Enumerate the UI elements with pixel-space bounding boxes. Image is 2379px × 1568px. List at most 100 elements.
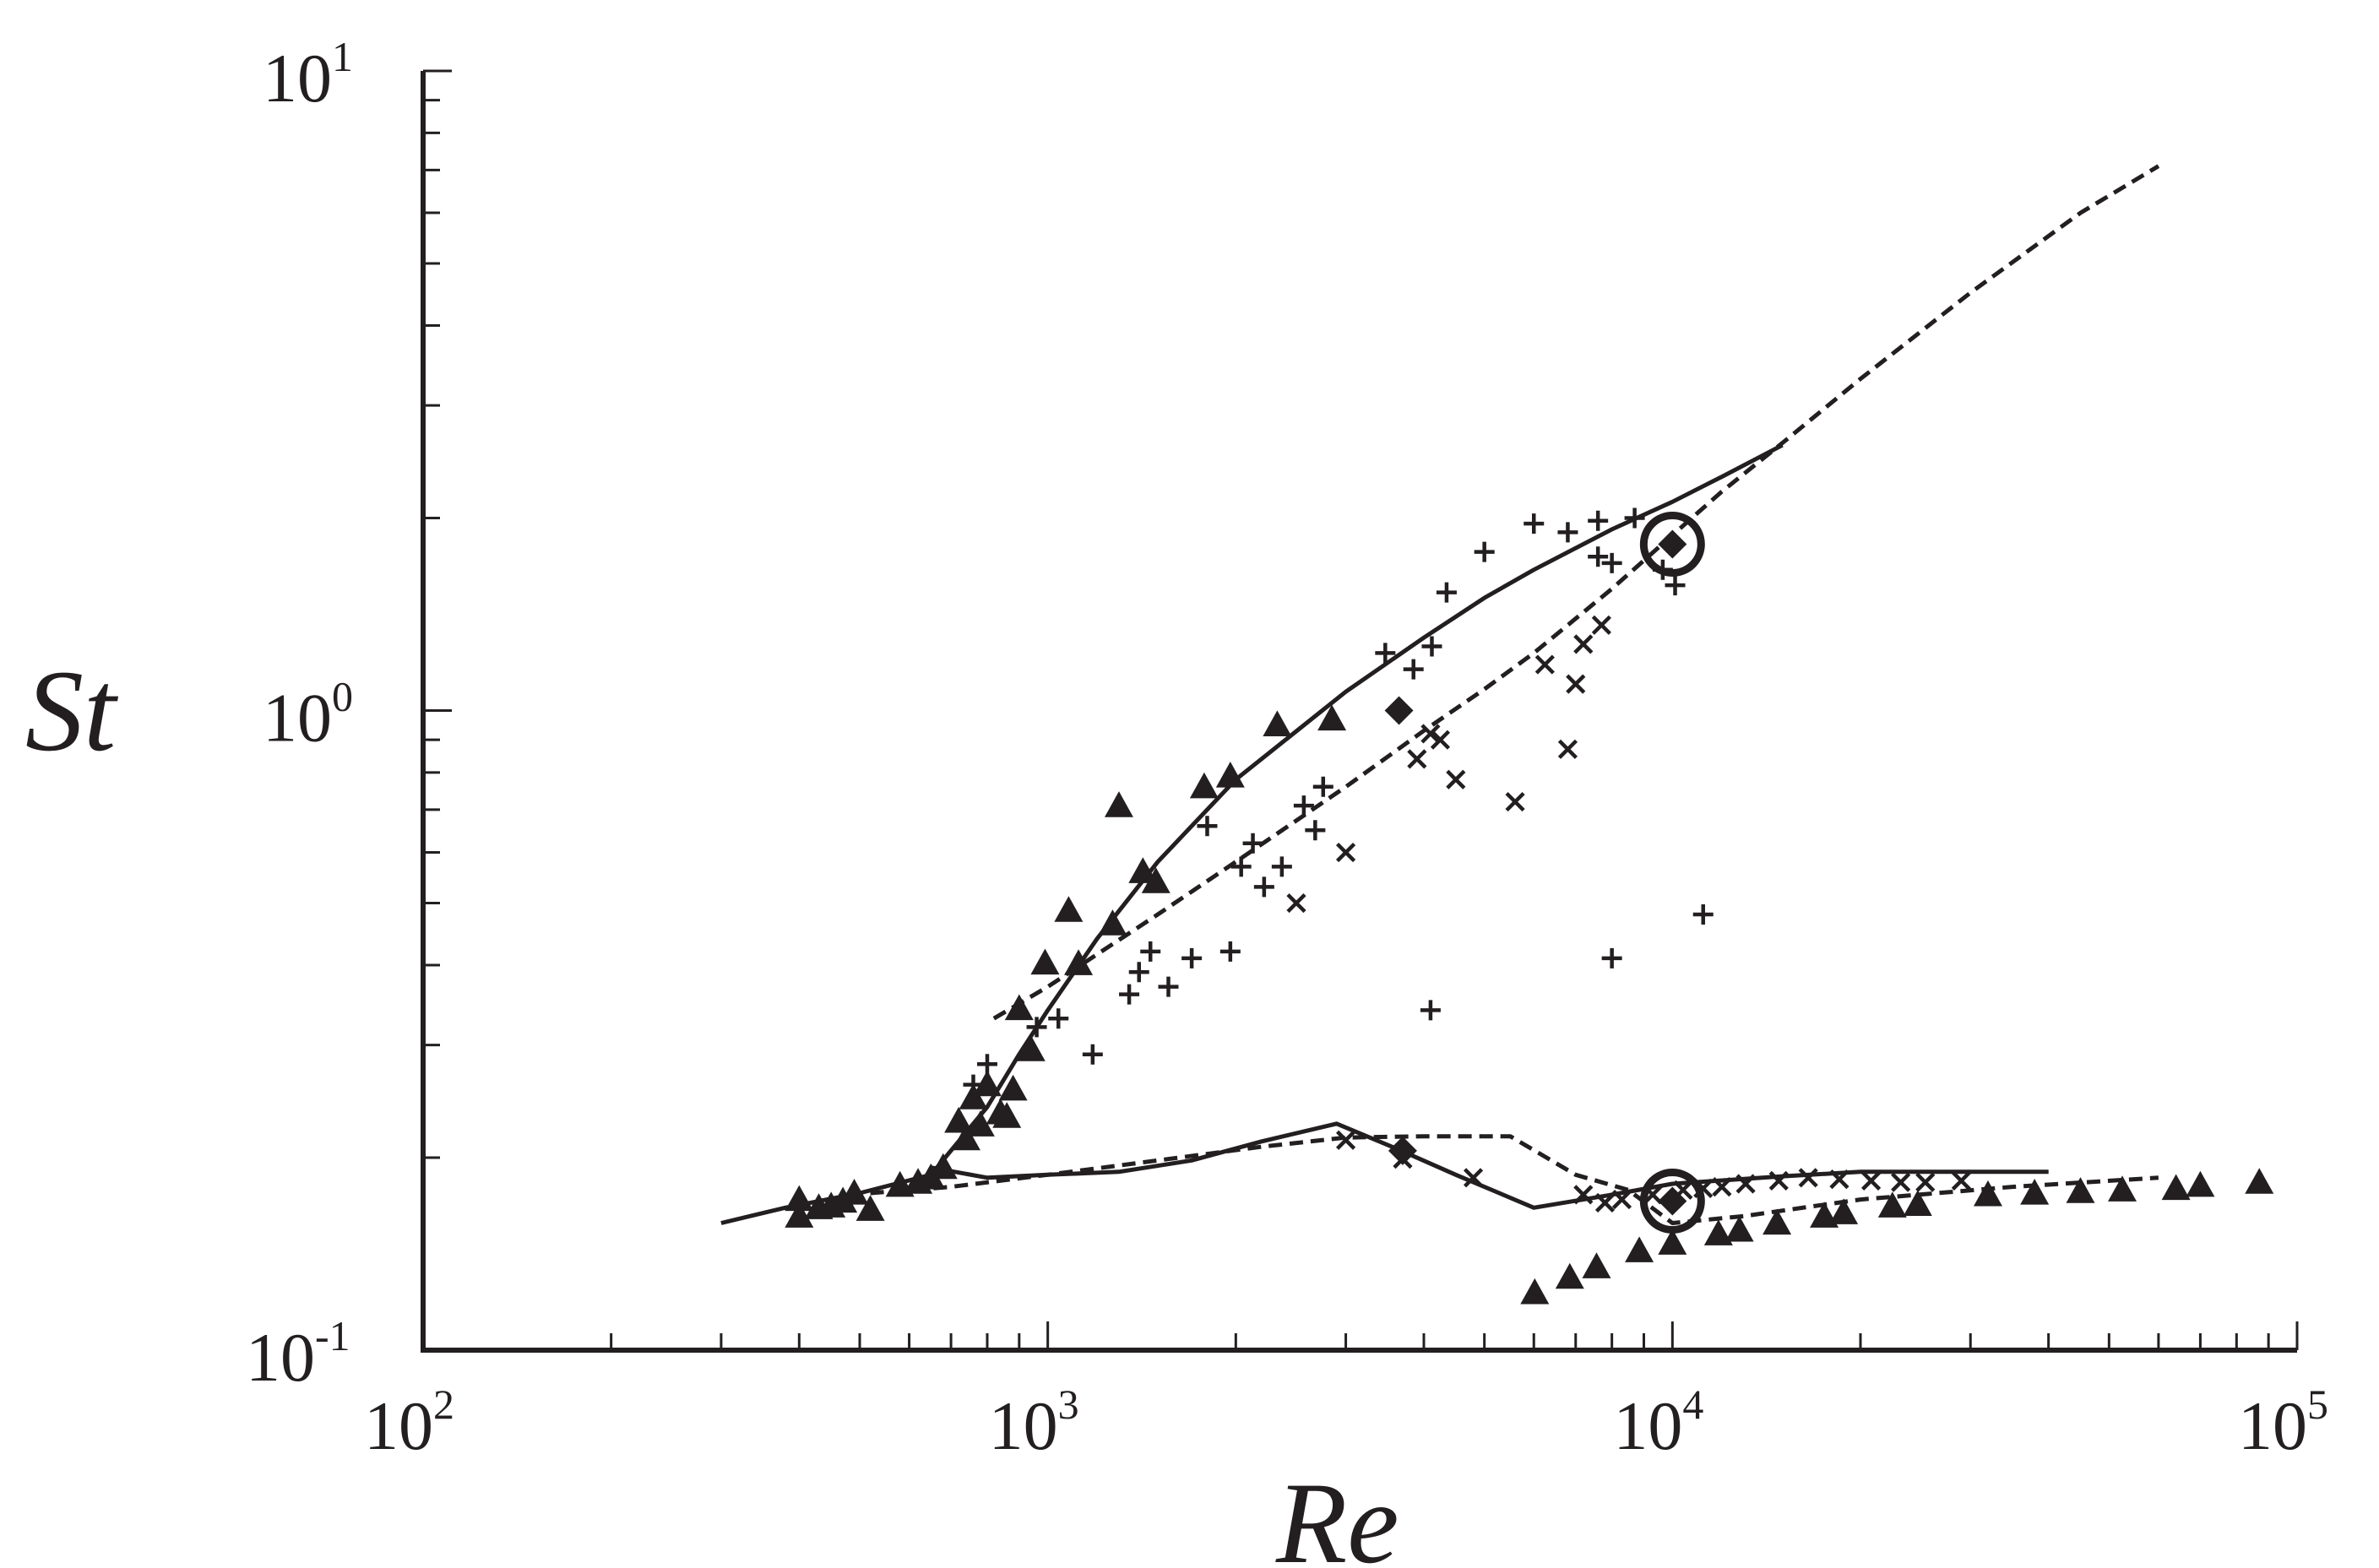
plus-marker: [1140, 941, 1161, 962]
y-tick-label: 101: [263, 33, 353, 117]
plus-marker: [1588, 546, 1609, 567]
triangle-marker: [1064, 949, 1094, 975]
triangle-marker: [2161, 1174, 2191, 1201]
cross-marker: [1335, 842, 1356, 863]
plus-marker: [1524, 513, 1545, 534]
triangle-marker: [972, 1070, 1002, 1097]
cross-marker: [1915, 1172, 1936, 1192]
triangle-marker: [928, 1153, 958, 1180]
diamond-marker: [1388, 1136, 1417, 1165]
triangle-marker: [855, 1195, 885, 1221]
cross-marker: [1566, 674, 1586, 694]
cross-marker: [1829, 1169, 1849, 1190]
triangle-marker: [1098, 909, 1127, 936]
plus-marker: [1293, 795, 1314, 817]
plus-marker: [976, 1054, 997, 1075]
plus-marker: [1588, 510, 1609, 531]
plus-marker: [1420, 1000, 1441, 1021]
tick-label-base: 10: [2238, 1387, 2307, 1464]
curves: [720, 164, 2160, 1225]
cross-marker: [1594, 1192, 1616, 1213]
cross-marker: [1951, 1170, 1971, 1191]
triangle-marker: [839, 1179, 869, 1205]
plus-marker: [1197, 816, 1218, 837]
triangle-marker: [1104, 791, 1133, 817]
plus-marker: [1219, 941, 1241, 962]
triangle-marker: [1582, 1252, 1611, 1278]
tick-label-exponent: 1: [332, 33, 353, 80]
cross-marker: [1573, 634, 1594, 654]
triangle-marker: [965, 1110, 995, 1137]
plus-marker: [1624, 507, 1645, 529]
triangle-marker: [1141, 867, 1170, 893]
cross-marker: [1534, 654, 1555, 675]
cross-marker: [1430, 730, 1451, 750]
cross-marker: [1860, 1170, 1882, 1191]
triangle-marker: [1625, 1236, 1654, 1262]
triangle-marker: [2186, 1170, 2215, 1197]
triangle-marker: [1555, 1262, 1584, 1289]
triangle-marker: [1658, 1229, 1687, 1255]
cross-marker: [1735, 1174, 1756, 1194]
cross-marker: [1712, 1177, 1732, 1197]
cross-marker: [1891, 1172, 1911, 1192]
markers: [785, 507, 2274, 1305]
plus-marker: [1048, 1008, 1069, 1029]
plus-marker: [1436, 582, 1457, 603]
triangle-marker: [1973, 1180, 2002, 1207]
triangle-marker: [1520, 1278, 1550, 1305]
tick-label-base: 10: [989, 1387, 1058, 1464]
tick-label-exponent: 5: [2307, 1381, 2328, 1428]
highlight-circle: [1639, 511, 1705, 577]
cross-marker: [1335, 1130, 1356, 1150]
triangle-marker: [2108, 1175, 2137, 1202]
triangle-marker: [2245, 1168, 2274, 1194]
plus-marker: [1181, 947, 1203, 968]
tick-label-base: 10: [246, 1319, 315, 1396]
dashed-curve: [992, 164, 2160, 1021]
cross-marker: [1557, 739, 1578, 759]
tick-label-exponent: 0: [332, 673, 353, 720]
triangle-marker: [1215, 762, 1245, 788]
plus-marker: [1119, 984, 1140, 1005]
y-axis-title: St: [25, 646, 119, 775]
plus-marker: [1474, 541, 1495, 562]
triangle-marker: [1903, 1190, 1932, 1216]
cross-marker: [1420, 724, 1441, 744]
triangle-marker: [1030, 948, 1060, 975]
plus-marker: [1601, 552, 1622, 573]
triangle-marker: [1004, 994, 1034, 1021]
tick-label-exponent: 3: [1058, 1381, 1079, 1428]
triangle-marker: [1829, 1198, 1859, 1224]
triangle-marker: [944, 1106, 974, 1133]
plus-marker: [1271, 856, 1292, 877]
plus-marker: [1403, 659, 1424, 680]
triangle-marker: [992, 1102, 1022, 1128]
highlight-circle: [1639, 1169, 1705, 1234]
x-tick-label: 104: [1613, 1381, 1703, 1464]
diamond-marker: [1384, 696, 1414, 725]
tick-label-base: 10: [364, 1387, 433, 1464]
plus-marker: [1253, 876, 1274, 898]
tick-label-exponent: 2: [433, 1381, 454, 1428]
cross-marker: [1286, 893, 1306, 914]
triangle-marker: [998, 1074, 1028, 1101]
cross-marker: [1463, 1168, 1484, 1188]
plus-marker: [1692, 903, 1714, 925]
triangle-marker: [1725, 1215, 1754, 1242]
diamond-marker: [1658, 1186, 1687, 1216]
cross-marker: [1505, 791, 1525, 812]
plus-marker: [1305, 820, 1326, 841]
triangle-marker: [1263, 710, 1292, 736]
x-tick-label: 103: [989, 1381, 1079, 1464]
plus-marker: [1230, 856, 1252, 877]
triangle-marker: [1877, 1191, 1907, 1218]
cross-marker: [1798, 1168, 1818, 1188]
triangle-marker: [1703, 1219, 1733, 1245]
cross-marker: [1446, 769, 1466, 789]
plus-marker: [1312, 776, 1333, 797]
tick-label-exponent: 4: [1682, 1381, 1703, 1428]
triangle-marker: [2066, 1177, 2095, 1203]
triangle-marker: [1016, 1035, 1046, 1061]
